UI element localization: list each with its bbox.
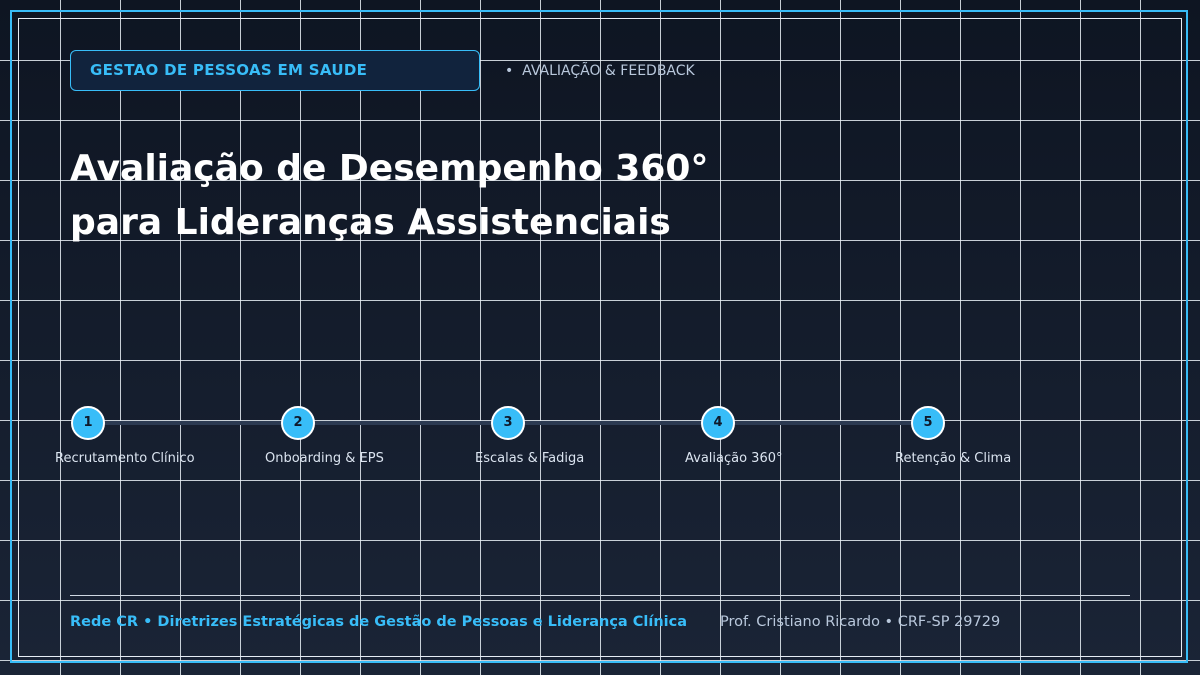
step-marker: 4 [701, 406, 735, 440]
step-marker: 3 [491, 406, 525, 440]
step-label: Retenção & Clima [895, 451, 1012, 466]
divider [70, 595, 1130, 596]
badge: GESTAO DE PESSOAS EM SAUDE [70, 50, 480, 91]
step-marker: 5 [911, 406, 945, 440]
frame [18, 18, 1182, 657]
step-label: Escalas & Fadiga [475, 451, 585, 466]
section-tag: • AVALIAÇÃO & FEEDBACK [505, 63, 695, 79]
footer-author: Prof. Cristiano Ricardo • CRF-SP 29729 [720, 614, 1001, 630]
step-marker: 1 [71, 406, 105, 440]
step-label: Onboarding & EPS [265, 451, 384, 466]
title: Avaliação de Desempenho 360° para Lideran… [70, 142, 708, 250]
footer-brand: Rede CR • Diretrizes Estratégicas de Ges… [70, 614, 688, 630]
step-label: Recrutamento Clínico [55, 451, 195, 466]
step-label: Avaliação 360° [685, 451, 783, 466]
title-line: para Lideranças Assistenciais [70, 202, 671, 243]
title-line: Avaliação de Desempenho 360° [70, 148, 709, 189]
frame [10, 10, 1188, 663]
step-marker: 2 [281, 406, 315, 440]
